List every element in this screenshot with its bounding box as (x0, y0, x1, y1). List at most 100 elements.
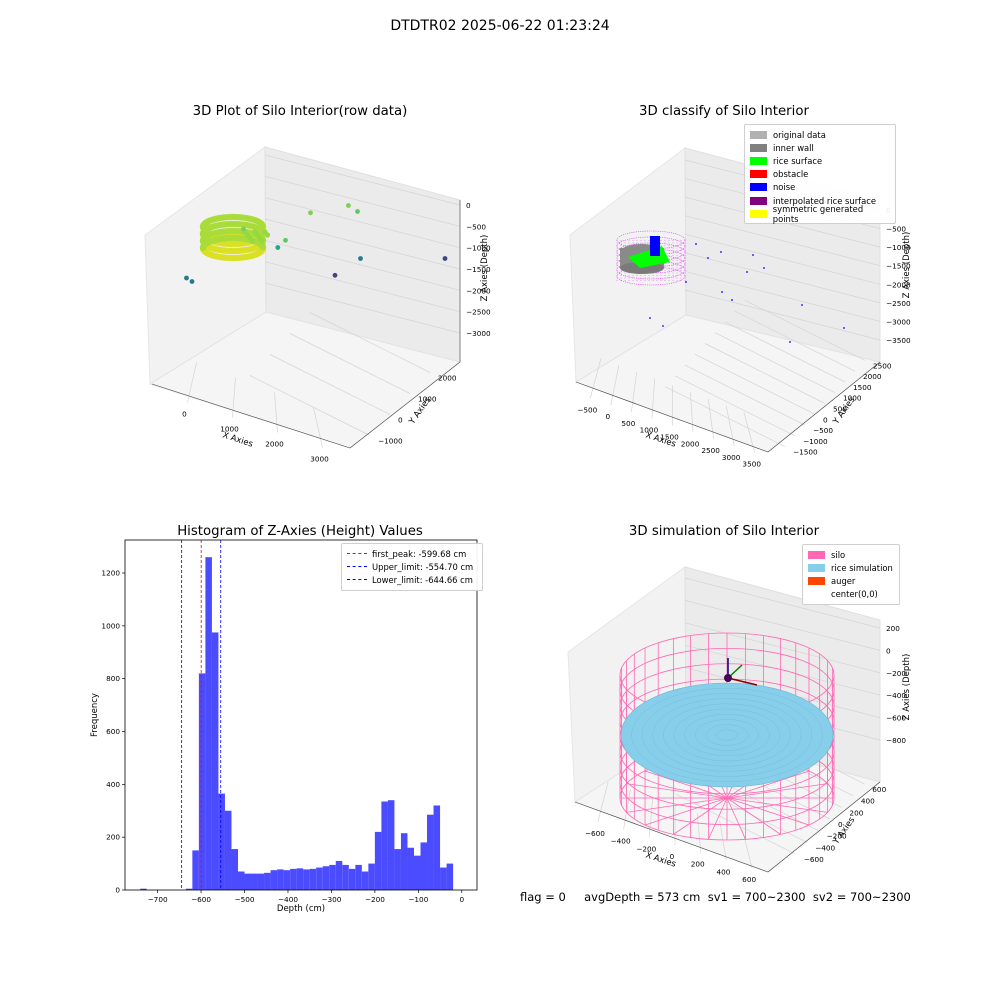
z-tick-label: −2000 (466, 286, 491, 295)
y-tick-label: 0 (115, 886, 120, 895)
legend-item: noise (750, 181, 890, 194)
legend-item: Upper_limit: -554.70 cm (347, 560, 477, 573)
z-tick-label: −600 (886, 714, 906, 723)
raw-data-point (259, 238, 266, 244)
legend-item: silo (808, 548, 894, 561)
silo-wire-spoke (726, 797, 810, 826)
x-tick-label: −200 (365, 895, 385, 904)
noise-point (649, 317, 651, 319)
p3-ylabel: Frequency (90, 693, 100, 737)
histogram-bar (420, 842, 428, 890)
x-axis-arrow (727, 677, 758, 686)
panel4-title: 3D simulation of Silo Interior (628, 524, 820, 539)
noise-point (843, 327, 845, 329)
silo-wire-spoke (726, 797, 746, 840)
noise-cluster (650, 236, 660, 256)
y-tick-label: 400 (861, 797, 875, 806)
histogram-bar (316, 867, 323, 890)
legend-line-swatch (347, 579, 367, 581)
legend-swatch (750, 156, 767, 165)
y-tick-label: −600 (804, 855, 824, 864)
legend-item: interpolated rice surface (750, 194, 890, 207)
simulation-3d-plot: −600 −400 −200 0 200 400 600 −600 −400 −200 0 200 40… (567, 566, 912, 884)
legend-label: symmetric generated points (772, 203, 864, 224)
histogram-bar (192, 850, 199, 890)
raw-data-point (264, 232, 271, 238)
rice-surface (620, 682, 834, 788)
rice-mesh-ring (663, 703, 791, 767)
histogram-bar (283, 870, 291, 890)
legend-item: original data (750, 128, 890, 141)
z-tick-label: 200 (886, 624, 900, 633)
z-tick-label: −3000 (886, 317, 911, 326)
legend-swatch (750, 143, 767, 152)
y-tick-label: 2500 (873, 361, 892, 370)
y-tick-label: 500 (833, 405, 847, 414)
noise-point (789, 341, 791, 343)
raw-data-point (259, 243, 267, 251)
legend-label: auger (831, 575, 856, 586)
z-tick-label: −2500 (886, 299, 911, 308)
rice-mesh-ring (673, 708, 781, 762)
silo-wire-spoke (726, 797, 828, 813)
noise-point (662, 325, 664, 327)
noise-point (685, 281, 687, 283)
histogram-bar (277, 869, 284, 890)
silo-wire-spoke (726, 783, 828, 799)
raw-data-point (184, 275, 189, 281)
z-tick-label: −500 (466, 222, 486, 231)
y-tick-label: 2000 (438, 374, 457, 383)
legend-line-swatch (347, 566, 367, 568)
panel1-title: 3D Plot of Silo Interior(row data) (192, 104, 408, 119)
x-tick-label: −300 (321, 895, 341, 904)
histogram-bar (303, 869, 310, 890)
histogram-bar (387, 800, 395, 890)
legend-item: Lower_limit: -644.66 cm (347, 573, 477, 586)
z-tick-label: −1000 (886, 243, 911, 252)
panel3-title: Histogram of Z-Axies (Height) Values (177, 524, 423, 539)
raw-data-point (259, 222, 267, 230)
p3-xlabel: Depth (cm) (277, 904, 325, 914)
x-tick-label: 1000 (220, 425, 239, 434)
silo-wire-spoke (726, 797, 781, 835)
legend-swatch (750, 183, 767, 192)
rice-mesh-ring (652, 698, 802, 772)
legend-swatch (808, 576, 825, 585)
x-tick-label: −500 (577, 405, 597, 414)
legend-item: auger (808, 574, 894, 587)
histogram-bar (427, 814, 434, 890)
noise-point (720, 251, 722, 253)
legend-label: original data (773, 129, 826, 140)
y-tick-label: −1500 (793, 448, 818, 457)
z-tick-label: −1000 (466, 244, 491, 253)
histogram-bar (381, 801, 388, 890)
y-tick-label: 400 (106, 780, 120, 789)
noise-point (752, 254, 754, 256)
x-tick-label: −600 (585, 829, 605, 838)
classified-silo-cluster (616, 230, 686, 286)
histogram-bar (244, 873, 252, 890)
legend-swatch (808, 550, 825, 559)
legend-label: Upper_limit: -554.70 cm (372, 561, 474, 572)
legend-label: first_peak: -599.68 cm (372, 548, 467, 559)
legend-swatch (750, 196, 767, 205)
histogram-bar (251, 873, 258, 890)
histogram-bar (224, 810, 232, 890)
x-tick-label: −500 (234, 895, 254, 904)
histogram-bar (400, 833, 408, 890)
histogram-bar (335, 860, 343, 890)
histogram-bar (407, 847, 414, 890)
legend-label: rice simulation (831, 562, 893, 573)
histogram-bar (361, 871, 369, 890)
raw-data-point (241, 226, 246, 232)
y-tick-label: −200 (827, 832, 847, 841)
histogram-bar (355, 864, 362, 890)
x-tick-label: −200 (636, 844, 656, 853)
figure-title: DTDTR02 2025-06-22 01:23:24 (390, 18, 610, 34)
rice-mesh-ring (684, 714, 770, 756)
x-tick-label: 2000 (265, 440, 284, 449)
x-tick-label: 3000 (722, 453, 741, 462)
y-tick-label: −500 (813, 426, 833, 435)
histogram-bar (368, 863, 375, 890)
z-tick-label: −200 (886, 669, 906, 678)
